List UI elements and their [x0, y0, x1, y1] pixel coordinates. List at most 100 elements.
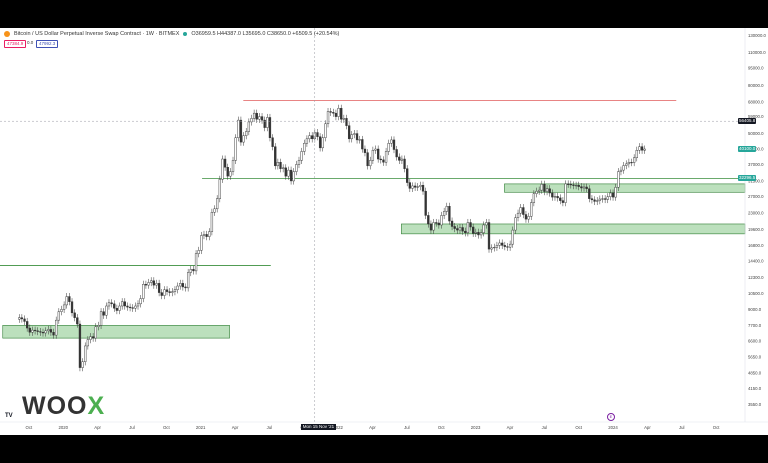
- candle-body: [530, 202, 533, 217]
- candle-body: [194, 253, 198, 272]
- y-tick-label: 19600.0: [748, 227, 764, 232]
- y-tick-label: 12300.0: [748, 275, 764, 280]
- candle-body: [68, 296, 71, 302]
- symbol-header: Bitcoin / US Dollar Perpetual Inverse Sw…: [4, 31, 339, 37]
- candle-body: [490, 247, 493, 250]
- candle-body: [395, 149, 398, 158]
- y-tick-label: 80000.0: [748, 83, 764, 88]
- candle-body: [136, 303, 140, 307]
- chart-frame[interactable]: 130000.0 110000.0 95000.0 80000.0 68000.0 590…: [0, 28, 768, 435]
- candle-body: [168, 291, 171, 293]
- candle-body: [442, 211, 446, 216]
- candle-body: [371, 149, 375, 161]
- candle-body: [318, 136, 322, 149]
- candle-body: [295, 164, 298, 172]
- y-tick-label: 130000.0: [748, 33, 767, 38]
- candle-body: [26, 321, 29, 329]
- candle-body: [522, 207, 525, 215]
- demand-zone: [504, 183, 746, 193]
- y-tick-label: 37000.0: [748, 162, 764, 167]
- candle-body: [62, 304, 66, 310]
- indicator-chip-3[interactable]: 47992.3: [36, 40, 59, 48]
- crosshair-price-label: 56405.8: [738, 118, 757, 125]
- y-tick-label: 4150.0: [748, 386, 762, 391]
- candle-body: [437, 222, 441, 226]
- candle-body: [276, 162, 280, 167]
- candle-body: [345, 118, 348, 126]
- candle-body: [411, 185, 414, 189]
- candle-body: [163, 289, 166, 296]
- candle-body: [527, 216, 530, 220]
- candle-body: [303, 143, 306, 152]
- candle-body: [506, 246, 509, 248]
- candle-body: [640, 146, 644, 151]
- candle-body: [176, 285, 179, 290]
- candle-body: [627, 162, 631, 165]
- candle-body: [424, 190, 427, 216]
- demand-zone: [2, 325, 230, 339]
- candle-body: [271, 137, 274, 147]
- candle-body: [342, 118, 346, 120]
- last-price-label: 40100.0: [738, 146, 757, 153]
- candle-body: [337, 108, 340, 117]
- candle-body: [115, 308, 119, 311]
- x-tick-label: Oct: [163, 425, 170, 430]
- y-tick-label: 4850.0: [748, 370, 762, 375]
- indicator-chip-1[interactable]: 47384.9: [4, 40, 27, 48]
- candle-body: [239, 119, 243, 143]
- candle-body: [361, 139, 364, 150]
- candle-body: [501, 242, 504, 246]
- candle-body: [142, 284, 145, 299]
- candle-body: [208, 231, 211, 237]
- candle-body: [458, 227, 462, 231]
- candle-body: [292, 171, 295, 182]
- candle-body: [202, 234, 206, 236]
- symbol-title[interactable]: Bitcoin / US Dollar Perpetual Inverse Sw…: [14, 31, 180, 37]
- candle-body: [545, 188, 549, 192]
- candle-body: [321, 137, 324, 149]
- tradingview-logo[interactable]: TV: [5, 413, 13, 419]
- candle-body: [23, 318, 26, 322]
- candle-body: [508, 243, 512, 248]
- candle-body: [150, 280, 153, 283]
- candle-body: [113, 303, 116, 309]
- event-marker-icon[interactable]: E: [607, 413, 615, 421]
- y-tick-label: 10500.0: [748, 291, 764, 296]
- candle-body: [532, 193, 536, 203]
- bitcoin-icon: [4, 31, 10, 37]
- candle-body: [91, 336, 95, 339]
- candle-body: [366, 152, 369, 167]
- y-tick-label: 27000.0: [748, 194, 764, 199]
- price-chart[interactable]: 130000.0 110000.0 95000.0 80000.0 68000.0 590…: [0, 28, 768, 435]
- candle-body: [445, 206, 448, 212]
- candle-body: [247, 121, 250, 132]
- x-tick-label: Apr: [369, 425, 376, 430]
- candle-body: [485, 222, 488, 226]
- candle-body: [561, 200, 565, 203]
- candle-body: [514, 217, 517, 231]
- candle-body: [31, 329, 34, 333]
- candle-body: [216, 198, 219, 210]
- candle-body: [184, 286, 187, 289]
- candle-body: [474, 231, 477, 234]
- candle-body: [630, 162, 633, 164]
- y-tick-label: 50000.0: [748, 131, 764, 136]
- y-tick-label: 68000.0: [748, 100, 764, 105]
- candle-body: [237, 119, 240, 138]
- candle-body: [263, 119, 266, 128]
- candle-body: [155, 283, 158, 286]
- y-tick-label: 43000.0: [748, 147, 764, 152]
- candle-body: [406, 168, 409, 183]
- candle-body: [413, 185, 417, 188]
- candle-body: [297, 160, 301, 165]
- candle-body: [268, 117, 272, 138]
- candle-body: [44, 330, 47, 334]
- candle-body: [223, 158, 227, 168]
- candle-body: [221, 158, 224, 180]
- candle-body: [118, 305, 121, 311]
- candle-body: [266, 117, 269, 128]
- candle-body: [160, 292, 163, 296]
- y-tick-label: 9000.0: [748, 307, 762, 312]
- indicator-chip-2[interactable]: 0.0: [27, 40, 34, 45]
- candle-body: [316, 132, 319, 137]
